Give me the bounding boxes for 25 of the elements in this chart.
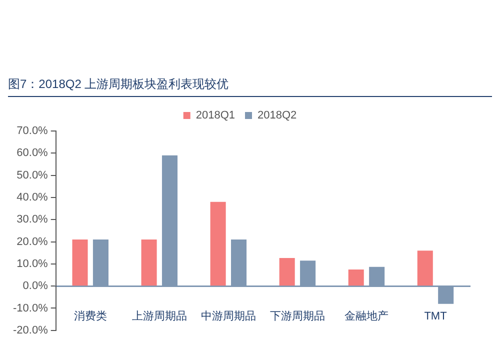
bar — [348, 269, 364, 286]
bar — [141, 240, 157, 286]
x-tick-label: 中游周期品 — [200, 310, 256, 323]
x-tick-label: 消费类 — [74, 310, 107, 323]
y-tick-label: 10.0% — [16, 258, 48, 270]
y-tick-label: -10.0% — [12, 302, 48, 314]
legend-label: 2018Q2 — [258, 110, 297, 122]
y-tick-label: 40.0% — [16, 192, 48, 204]
y-tick-label: 30.0% — [16, 214, 48, 226]
y-tick-label: 70.0% — [16, 125, 48, 138]
y-tick-label: 50.0% — [16, 169, 48, 182]
y-tick-label: -20.0% — [12, 324, 48, 336]
bar — [417, 250, 433, 286]
bar — [210, 202, 226, 286]
y-tick-label: 20.0% — [16, 236, 48, 248]
y-tick-label: 60.0% — [16, 147, 48, 160]
bar — [72, 240, 88, 286]
chart-title: 图7：2018Q2 上游周期板块盈利表现较优 — [8, 76, 492, 97]
y-tick-label: 0.0% — [22, 280, 48, 292]
bar — [279, 258, 295, 286]
x-tick-label: 金融地产 — [344, 310, 388, 323]
x-tick-label: TMT — [424, 310, 448, 323]
x-tick-label: 上游周期品 — [132, 310, 187, 323]
legend-label: 2018Q1 — [196, 110, 236, 122]
x-tick-label: 下游周期品 — [270, 310, 325, 323]
